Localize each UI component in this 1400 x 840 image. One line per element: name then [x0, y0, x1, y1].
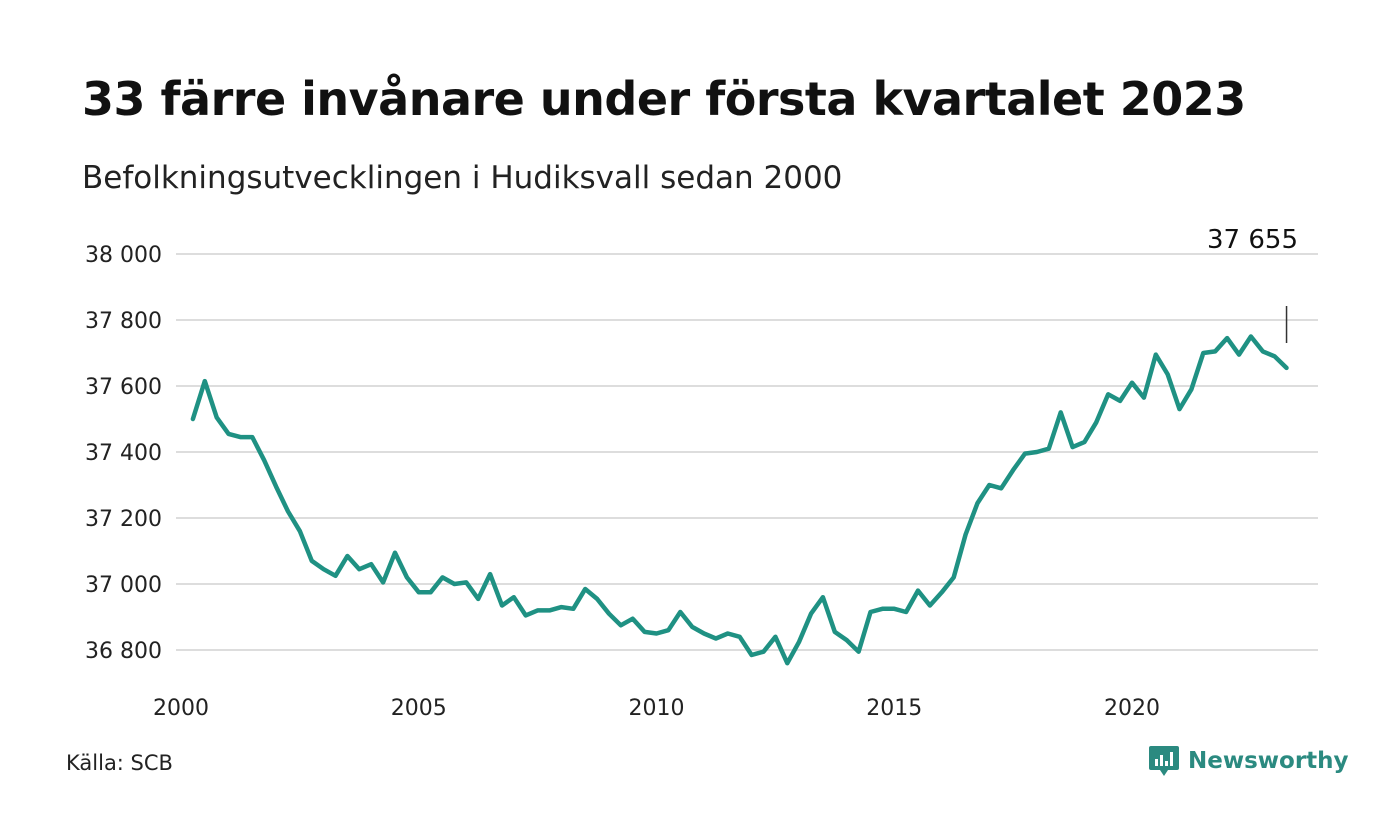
chart-title: 33 färre invånare under första kvartalet… — [82, 72, 1246, 126]
y-tick-label: 36 800 — [85, 639, 162, 664]
y-tick-label: 37 000 — [85, 573, 162, 598]
series-line — [190, 334, 1289, 666]
x-tick-label: 2000 — [153, 696, 209, 721]
y-tick-label: 37 600 — [85, 375, 162, 400]
y-tick-label: 37 400 — [85, 441, 162, 466]
brand-logo: Newsworthy — [1148, 744, 1349, 778]
gridlines — [176, 253, 1318, 651]
bar-chart-icon — [1149, 746, 1179, 776]
x-axis-labels: 2000 2005 2010 2015 2020 — [153, 696, 1160, 721]
x-tick-label: 2005 — [391, 696, 447, 721]
x-tick-label: 2010 — [629, 696, 685, 721]
annotation-label: 37 655 — [1207, 225, 1298, 255]
x-tick-label: 2020 — [1104, 696, 1160, 721]
y-tick-label: 37 800 — [85, 309, 162, 334]
y-axis-labels: 36 800 37 000 37 200 37 400 37 600 37 800 38 0… — [85, 243, 162, 664]
chart-subtitle: Befolkningsutvecklingen i Hudiksvall sed… — [82, 160, 843, 196]
y-tick-label: 38 000 — [85, 243, 162, 268]
y-tick-label: 37 200 — [85, 507, 162, 532]
annotation-group: 37 655 — [1207, 225, 1298, 343]
x-tick-label: 2015 — [866, 696, 922, 721]
source-note: Källa: SCB — [66, 751, 173, 775]
series-group — [190, 334, 1289, 666]
brand-name: Newsworthy — [1188, 748, 1349, 774]
